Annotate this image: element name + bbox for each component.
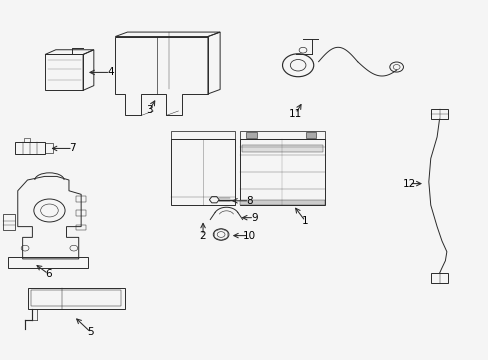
Bar: [76, 196, 86, 202]
Bar: [430, 109, 447, 119]
Text: 7: 7: [69, 143, 76, 153]
Bar: [27, 288, 125, 309]
Text: 2: 2: [199, 231, 206, 240]
Bar: [430, 273, 447, 283]
Bar: [44, 143, 53, 153]
Text: 12: 12: [402, 179, 415, 189]
Bar: [239, 139, 325, 205]
Bar: [76, 211, 86, 216]
Bar: [239, 131, 325, 139]
Text: 5: 5: [87, 327, 94, 337]
Bar: [8, 257, 88, 268]
Text: 3: 3: [146, 105, 152, 115]
Bar: [171, 139, 234, 205]
Bar: [242, 145, 322, 152]
Bar: [76, 225, 86, 230]
Bar: [3, 214, 15, 230]
Bar: [239, 200, 325, 205]
Text: 6: 6: [45, 269, 52, 279]
Bar: [246, 132, 256, 138]
Text: 8: 8: [245, 196, 252, 206]
Bar: [15, 141, 44, 154]
Text: 9: 9: [250, 213, 257, 222]
Bar: [31, 291, 121, 306]
Bar: [24, 138, 30, 141]
Bar: [171, 131, 234, 139]
Bar: [305, 132, 316, 138]
Text: 10: 10: [243, 231, 255, 240]
Text: 11: 11: [288, 109, 302, 119]
Text: 1: 1: [302, 216, 308, 226]
Text: 4: 4: [107, 67, 114, 77]
